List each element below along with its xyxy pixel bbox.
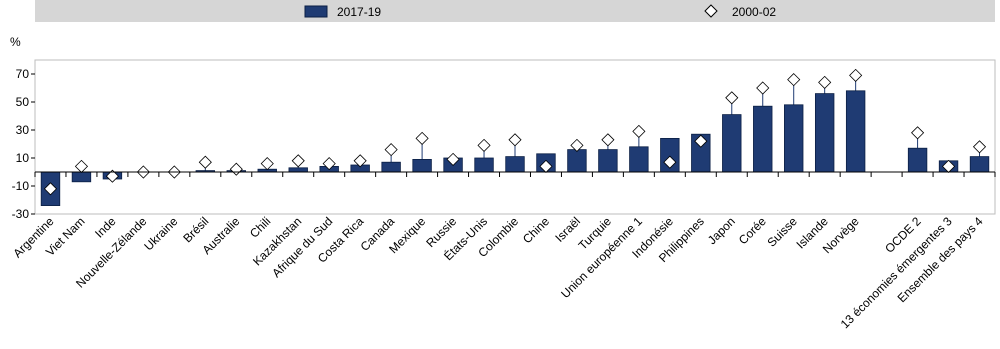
diamond-marker: [663, 155, 677, 169]
plot-frame: [34, 59, 996, 215]
legend-swatch: [304, 5, 328, 18]
bar: [814, 93, 835, 173]
diamond-marker: [198, 155, 212, 169]
y-tick-label: -10: [12, 179, 30, 193]
legend-label: 2000-02: [732, 5, 776, 19]
bar: [722, 114, 742, 173]
diamond-marker: [725, 91, 739, 105]
bar: [845, 90, 866, 173]
y-tick-label: 70: [16, 67, 30, 81]
y-tick-label: -30: [12, 207, 30, 221]
diamond-marker: [446, 152, 460, 166]
diamond-marker: [756, 81, 770, 95]
diamond-marker: [229, 162, 243, 176]
legend-band: [35, 0, 995, 22]
diamond-marker: [972, 140, 987, 154]
x-tick-label: Chili: [247, 214, 273, 240]
y-axis-label: %: [10, 35, 21, 49]
bar: [907, 147, 928, 173]
diamond-marker: [601, 133, 615, 147]
bar: [381, 161, 401, 173]
x-tick-label: Inde: [92, 214, 119, 241]
diamond-marker: [911, 126, 925, 140]
legend-swatch: [704, 4, 718, 18]
diamond-marker: [570, 138, 584, 152]
x-tick-label: Corée: [736, 214, 769, 247]
diamond-marker: [477, 138, 491, 152]
x-tick-label: Chine: [520, 214, 552, 246]
bar: [784, 104, 804, 173]
y-tick-label: 10: [16, 151, 30, 165]
bar: [567, 149, 587, 173]
diamond-marker: [508, 133, 522, 147]
diamond-marker: [849, 68, 863, 82]
x-tick-label: Japon: [705, 214, 738, 247]
bar: [71, 171, 92, 183]
diamond-marker: [260, 157, 274, 171]
legend-label: 2017-19: [337, 5, 381, 19]
y-tick-label: 50: [16, 95, 30, 109]
diamond-marker: [694, 134, 708, 148]
diamond-marker: [322, 157, 336, 171]
bar: [288, 167, 308, 173]
bar: [412, 158, 432, 173]
diamond-marker: [818, 75, 832, 89]
diamond-marker: [291, 154, 305, 168]
diamond-marker: [74, 159, 89, 173]
diamond-marker: [353, 154, 367, 168]
bar: [474, 157, 494, 173]
diamond-marker: [105, 169, 119, 183]
x-tick-label: Ukraine: [141, 214, 180, 253]
diamond-marker: [43, 182, 58, 196]
bar: [505, 156, 525, 173]
diamond-marker: [384, 143, 398, 157]
diamond-marker: [415, 131, 429, 145]
x-tick-label: Suisse: [764, 214, 800, 250]
bar: [969, 156, 990, 173]
y-tick-label: 30: [16, 123, 30, 137]
diamond-marker: [787, 73, 801, 87]
diamond-marker: [632, 124, 646, 138]
bar: [598, 149, 618, 173]
bar: [629, 146, 649, 173]
bar: [753, 105, 773, 173]
